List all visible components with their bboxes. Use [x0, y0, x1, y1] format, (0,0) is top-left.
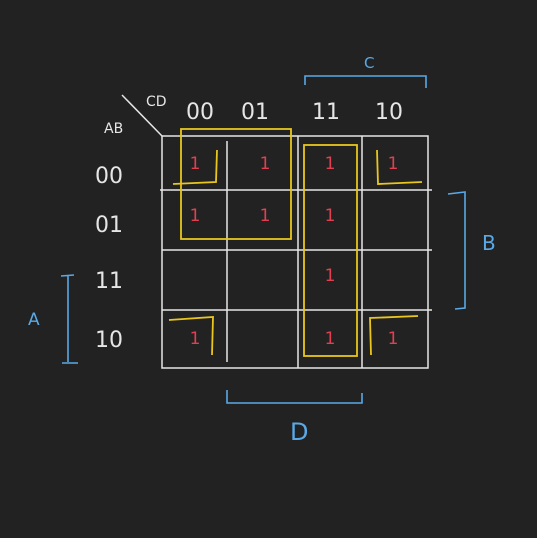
bracket-b [447, 191, 466, 310]
cell-value: 1 [325, 266, 336, 286]
bracket-c-label: C [364, 54, 374, 72]
cell-value: 1 [190, 206, 201, 226]
corner-diagonal [121, 94, 163, 137]
bracket-c [304, 75, 427, 88]
col-header-01: 01 [241, 100, 269, 125]
row-variable-label: AB [104, 121, 123, 137]
cell-value: 1 [388, 329, 399, 349]
cell-value: 1 [260, 154, 271, 174]
row-header-10: 10 [95, 328, 123, 353]
group-corner-top-left [172, 149, 218, 185]
group-corner-top-right [376, 149, 423, 185]
cell-value: 1 [325, 329, 336, 349]
group-column-11 [303, 144, 358, 357]
cell-value: 1 [190, 329, 201, 349]
kmap-groups [168, 128, 423, 357]
cell-value: 1 [325, 206, 336, 226]
bracket-d [226, 390, 363, 404]
cell-value: 1 [190, 154, 201, 174]
row-header-00: 00 [95, 164, 123, 189]
group-corner-bottom-right [369, 315, 419, 356]
variable-brackets [60, 75, 466, 404]
col-header-10: 10 [375, 100, 403, 125]
col-variable-label: CD [146, 94, 167, 110]
kmap-cells: 1 1 1 1 1 1 1 1 1 1 1 [190, 154, 399, 349]
cell-value: 1 [388, 154, 399, 174]
cell-value: 1 [260, 206, 271, 226]
col-header-00: 00 [186, 100, 214, 125]
row-header-11: 11 [95, 269, 123, 294]
bracket-b-label: B [482, 231, 496, 255]
bracket-a [60, 274, 78, 364]
bracket-d-label: D [290, 418, 308, 446]
group-corner-bottom-left [168, 316, 214, 356]
bracket-a-label: A [28, 310, 40, 330]
cell-value: 1 [325, 154, 336, 174]
kmap-grid [160, 135, 432, 369]
col-header-11: 11 [312, 100, 340, 125]
row-header-01: 01 [95, 213, 123, 238]
